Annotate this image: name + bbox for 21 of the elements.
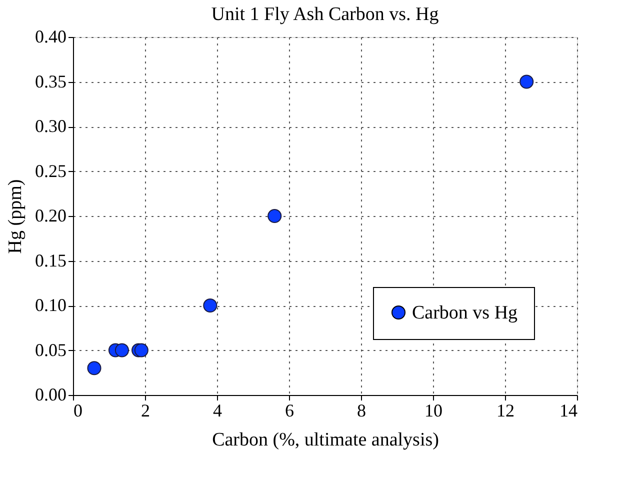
x-tick-label: 14 [560,400,578,420]
y-tick-label: 0.20 [35,206,66,226]
y-tick-label: 0.10 [35,295,66,315]
x-axis-title: Carbon (%, ultimate analysis) [212,430,439,450]
y-tick-label: 0.30 [35,116,66,136]
x-tick-label: 8 [357,400,366,420]
y-tick-label: 0.00 [35,384,66,404]
y-tick-label: 0.05 [35,340,66,360]
y-axis-title: Hg (ppm) [5,179,26,254]
x-tick-label: 2 [141,400,150,420]
y-tick-label: 0.25 [35,160,66,181]
chart-title: Unit 1 Fly Ash Carbon vs. Hg [211,4,440,25]
legend-label: Carbon vs Hg [412,302,518,324]
x-tick-label: 4 [213,400,222,420]
y-tick-label: 0.15 [35,250,66,270]
y-tick-label: 0.35 [35,71,66,92]
y-tick-label: 0.40 [35,26,66,46]
x-tick-label: 12 [496,400,514,420]
x-tick-label: 10 [424,400,442,420]
x-tick-label: 0 [74,400,82,420]
x-tick-label: 6 [285,400,294,420]
